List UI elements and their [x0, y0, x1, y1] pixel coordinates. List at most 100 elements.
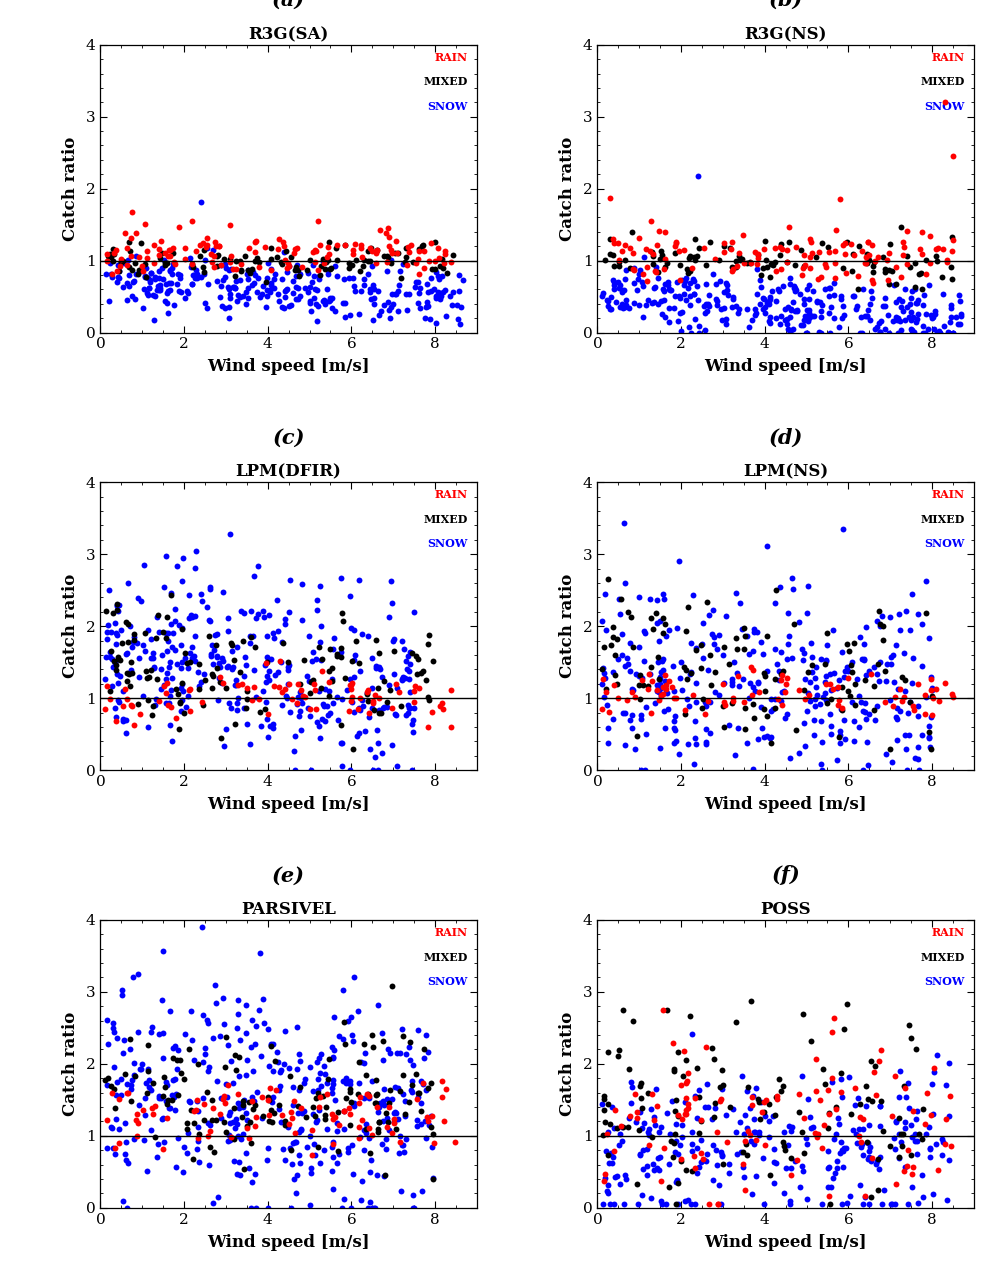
Point [697, 1150, 713, 1171]
Point [286, 726, 302, 746]
Point [289, 1164, 305, 1185]
Point [633, 1098, 649, 1118]
Point [594, 611, 610, 631]
Point [617, 296, 633, 317]
Point [870, 601, 886, 621]
Point [370, 643, 386, 663]
Point [324, 1109, 340, 1130]
Point [254, 1108, 270, 1128]
Point [750, 682, 766, 703]
Point [835, 233, 852, 253]
Point [786, 280, 802, 300]
Point [271, 1095, 287, 1116]
Point [723, 296, 739, 317]
Point [103, 247, 119, 267]
Point [244, 1172, 260, 1192]
Point [875, 247, 891, 267]
Point [122, 1090, 138, 1111]
Point [845, 243, 861, 263]
Point [634, 1117, 650, 1137]
Point [830, 727, 847, 748]
Point [402, 642, 418, 662]
Point [620, 602, 636, 622]
Point [216, 1089, 232, 1109]
Point [820, 1157, 837, 1177]
Point [182, 248, 198, 268]
Point [290, 1095, 306, 1116]
Point [613, 589, 629, 610]
Point [244, 275, 260, 295]
Point [382, 570, 398, 590]
Point [921, 728, 937, 749]
Point [237, 647, 253, 667]
Point [364, 1038, 380, 1058]
Point [717, 308, 733, 328]
Point [851, 1126, 867, 1146]
Point [949, 313, 965, 334]
Point [730, 299, 746, 320]
Point [249, 282, 265, 303]
Point [207, 974, 223, 994]
Point [798, 1134, 814, 1154]
Point [412, 1114, 428, 1135]
Point [309, 312, 325, 332]
Point [780, 216, 796, 236]
Point [354, 1109, 370, 1130]
Point [273, 1112, 289, 1132]
Point [307, 1105, 323, 1126]
Point [677, 1088, 693, 1108]
Point [102, 642, 118, 662]
Point [901, 620, 917, 640]
Point [433, 1086, 449, 1107]
Point [235, 1123, 251, 1144]
Point [744, 1086, 760, 1107]
Point [778, 314, 794, 335]
Point [820, 303, 837, 323]
Point [682, 633, 698, 653]
Point [164, 253, 181, 273]
Point [285, 1134, 301, 1154]
Point [151, 261, 168, 281]
Point [397, 1090, 413, 1111]
Point [618, 295, 634, 316]
Point [643, 1126, 659, 1146]
Point [133, 261, 149, 281]
Point [779, 318, 795, 339]
Point [322, 288, 338, 308]
Point [129, 964, 145, 984]
Point [324, 1079, 340, 1099]
Point [147, 627, 163, 648]
Point [862, 1051, 878, 1071]
Point [122, 1029, 138, 1049]
Point [304, 272, 320, 293]
Point [701, 691, 717, 712]
Point [281, 654, 297, 675]
Point [290, 1044, 306, 1065]
Point [199, 238, 215, 258]
Point [409, 272, 425, 293]
Point [427, 286, 443, 307]
Point [726, 745, 742, 766]
Point [399, 300, 415, 321]
Point [292, 702, 308, 722]
Point [313, 1076, 329, 1097]
Point [355, 249, 371, 270]
Text: MIXED: MIXED [919, 514, 964, 525]
Point [627, 1084, 643, 1104]
Point [145, 253, 161, 273]
Point [116, 1113, 132, 1134]
Point [848, 668, 864, 689]
Point [435, 699, 451, 720]
Point [345, 267, 361, 288]
Point [868, 1085, 884, 1105]
Point [889, 308, 905, 328]
Point [766, 1153, 782, 1173]
Point [620, 1117, 636, 1137]
Point [218, 1074, 234, 1094]
Point [226, 1151, 242, 1172]
Point [201, 1057, 217, 1077]
Point [855, 1118, 871, 1139]
Point [395, 667, 411, 688]
Point [740, 644, 756, 665]
Point [943, 684, 959, 704]
